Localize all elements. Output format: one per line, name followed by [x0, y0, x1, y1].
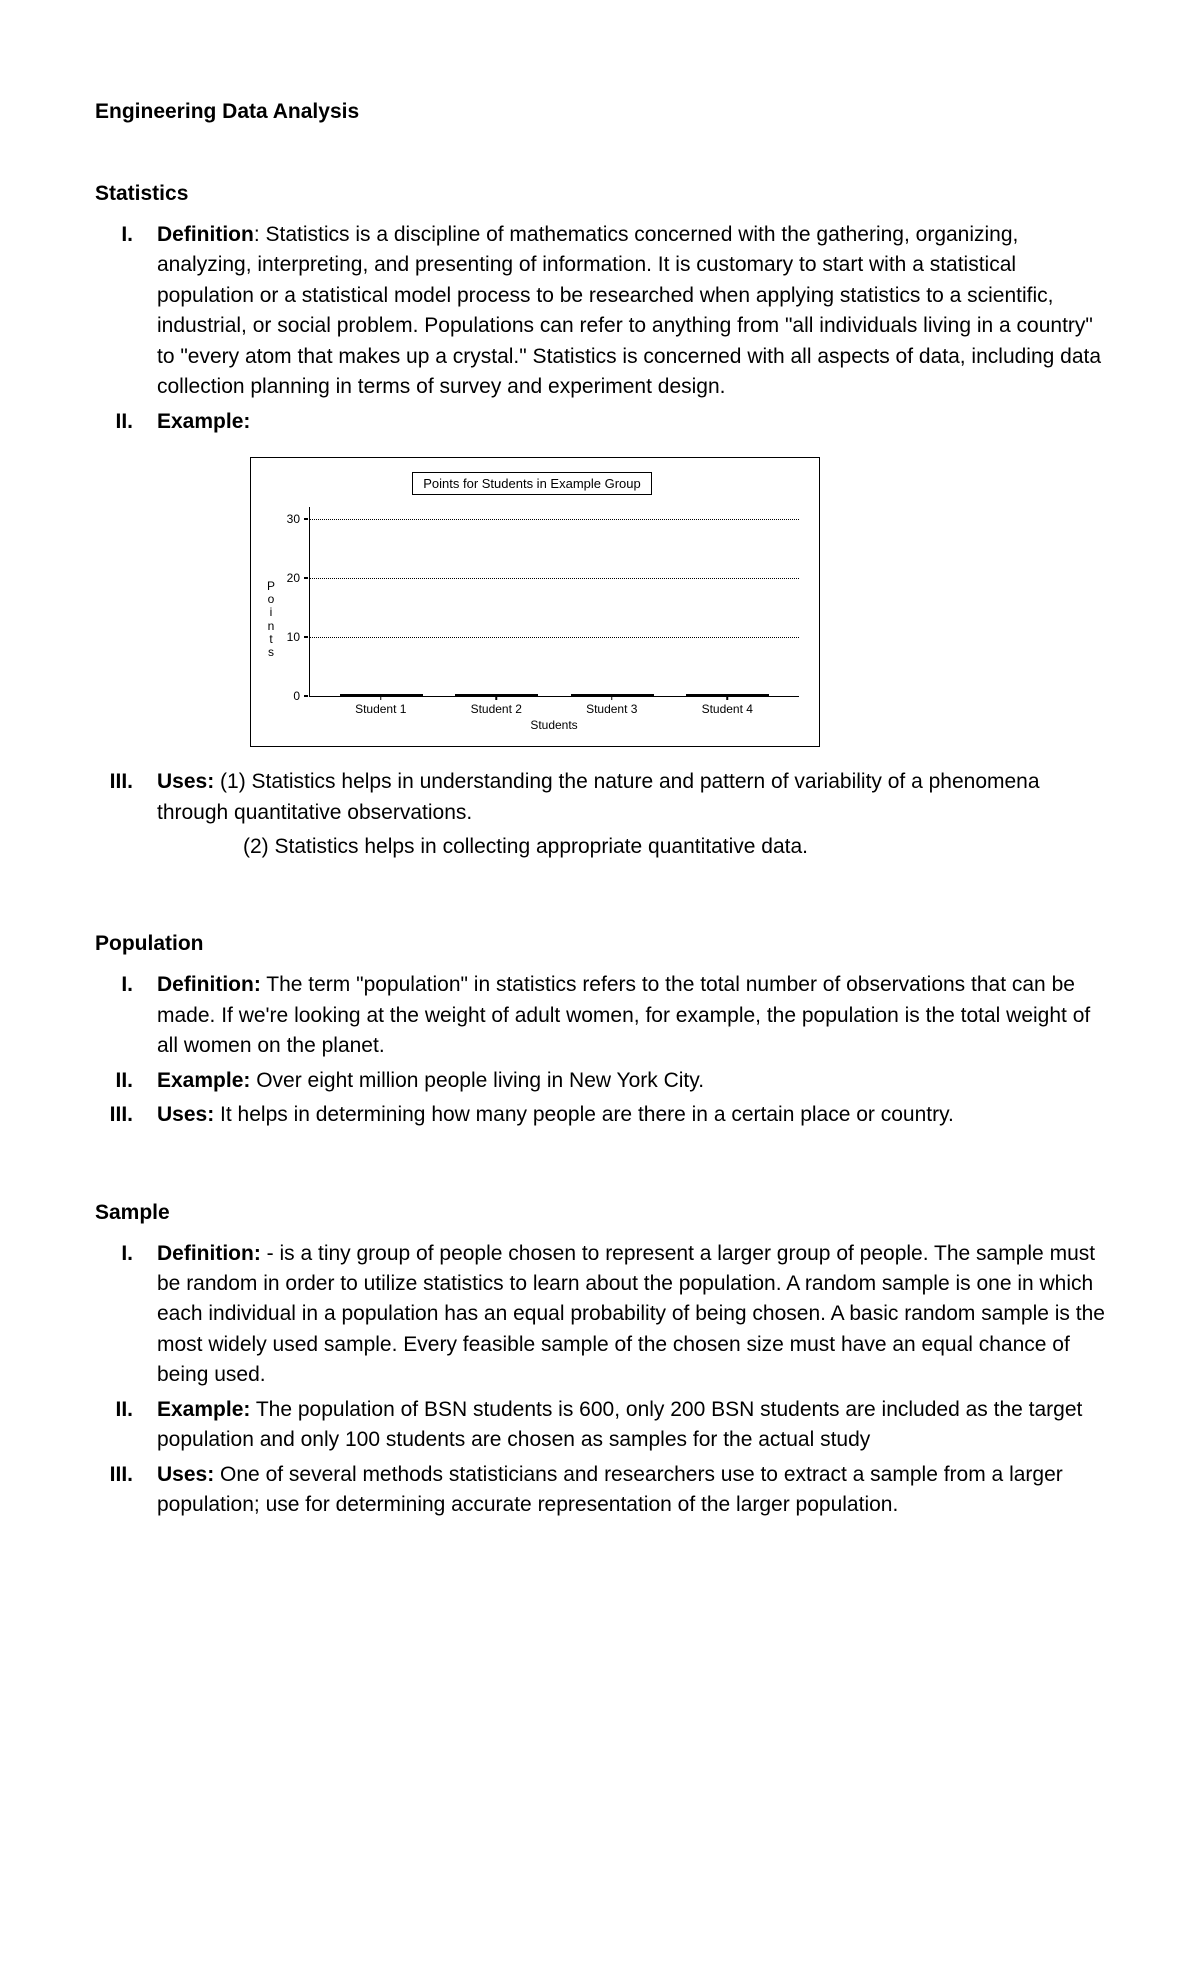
list-item: III.Uses: (1) Statistics helps in unders…	[95, 767, 1105, 828]
list-item: III.Uses: It helps in determining how ma…	[95, 1100, 1105, 1130]
y-tick: 30	[287, 512, 308, 526]
item-body: Uses: One of several methods statisticia…	[157, 1460, 1105, 1521]
item-body: Uses: It helps in determining how many p…	[157, 1100, 1105, 1130]
y-tick: 20	[287, 571, 308, 585]
continuation-text: (2) Statistics helps in collecting appro…	[243, 832, 1105, 862]
roman-numeral: III.	[95, 1100, 157, 1130]
list-item: III.Uses: One of several methods statist…	[95, 1460, 1105, 1521]
item-body: Definition: Statistics is a discipline o…	[157, 220, 1105, 403]
item-text: Over eight million people living in New …	[250, 1069, 704, 1092]
chart-legend: Points for Students in Example Group	[412, 472, 652, 495]
roman-numeral: III.	[95, 767, 157, 828]
roman-numeral: I.	[95, 1239, 157, 1391]
list-item: I.Definition: The term "population" in s…	[95, 970, 1105, 1061]
roman-list: I.Definition: The term "population" in s…	[95, 970, 1105, 1130]
item-text: : Statistics is a discipline of mathemat…	[157, 223, 1101, 398]
section: Sample I.Definition: - is a tiny group of…	[95, 1201, 1105, 1521]
item-label: Uses:	[157, 770, 214, 793]
item-body: Example: Over eight million people livin…	[157, 1066, 1105, 1096]
section-heading: Population	[95, 932, 1105, 956]
sections-container: StatisticsI.Definition: Statistics is a …	[95, 182, 1105, 1521]
y-tick: 10	[287, 630, 308, 644]
section: Population I.Definition: The term "popula…	[95, 932, 1105, 1130]
section: Statistics I.Definition: Statistics is a …	[95, 182, 1105, 862]
item-label: Example:	[157, 1069, 250, 1092]
item-label: Uses:	[157, 1103, 214, 1126]
section-heading: Sample	[95, 1201, 1105, 1225]
item-text: It helps in determining how many people …	[214, 1103, 954, 1126]
item-text: One of several methods statisticians and…	[157, 1463, 1063, 1516]
y-tick: 0	[293, 689, 308, 703]
item-text: The term "population" in statistics refe…	[157, 973, 1090, 1057]
item-label: Definition:	[157, 973, 261, 996]
item-body: Definition: The term "population" in sta…	[157, 970, 1105, 1061]
roman-list: I.Definition: Statistics is a discipline…	[95, 220, 1105, 437]
item-text: - is a tiny group of people chosen to re…	[157, 1242, 1105, 1387]
item-body: Example: The population of BSN students …	[157, 1395, 1105, 1456]
item-label: Example:	[157, 410, 250, 433]
item-body: Uses: (1) Statistics helps in understand…	[157, 767, 1105, 828]
y-axis-label: Points	[265, 580, 277, 659]
roman-numeral: I.	[95, 220, 157, 403]
item-label: Example:	[157, 1398, 250, 1421]
roman-numeral: I.	[95, 970, 157, 1061]
item-text: The population of BSN students is 600, o…	[157, 1398, 1082, 1451]
bar	[340, 694, 423, 696]
item-body: Example:	[157, 407, 1105, 437]
roman-numeral: III.	[95, 1460, 157, 1521]
item-body: Definition: - is a tiny group of people …	[157, 1239, 1105, 1391]
x-axis-label: Students	[309, 718, 799, 732]
roman-numeral: II.	[95, 407, 157, 437]
list-item: I.Definition: Statistics is a discipline…	[95, 220, 1105, 403]
item-text: (1) Statistics helps in understanding th…	[157, 770, 1040, 823]
chart-container: Points for Students in Example Group Poin…	[250, 457, 1105, 747]
list-item: II.Example: The population of BSN studen…	[95, 1395, 1105, 1456]
plot-area: 0102030	[309, 507, 799, 697]
item-label: Definition	[157, 223, 254, 246]
roman-numeral: II.	[95, 1066, 157, 1096]
chart-frame: Points for Students in Example Group Poin…	[250, 457, 820, 747]
list-item: I.Definition: - is a tiny group of peopl…	[95, 1239, 1105, 1391]
section-heading: Statistics	[95, 182, 1105, 206]
item-label: Uses:	[157, 1463, 214, 1486]
roman-list: I.Definition: - is a tiny group of peopl…	[95, 1239, 1105, 1521]
list-item: II.Example:	[95, 407, 1105, 437]
roman-list: III.Uses: (1) Statistics helps in unders…	[95, 767, 1105, 828]
item-label: Definition:	[157, 1242, 261, 1265]
roman-numeral: II.	[95, 1395, 157, 1456]
list-item: II.Example: Over eight million people li…	[95, 1066, 1105, 1096]
document-title: Engineering Data Analysis	[95, 100, 1105, 124]
document-page: Engineering Data Analysis StatisticsI.De…	[0, 0, 1200, 1976]
